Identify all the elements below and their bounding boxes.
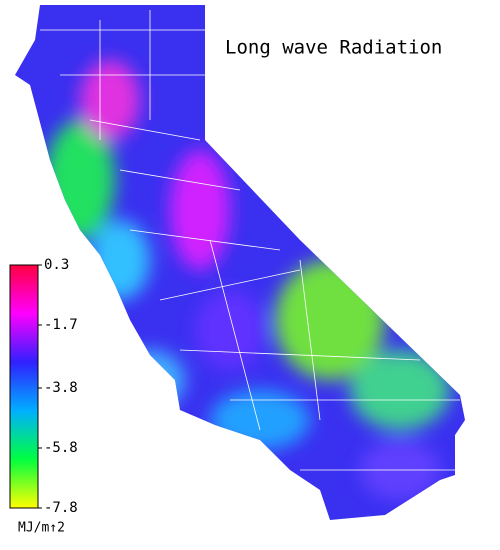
colorbar-unit: MJ/m↑2 bbox=[18, 521, 65, 536]
colorbar-tick-label: -7.8 bbox=[44, 500, 78, 516]
colorbar-tick-label: -1.7 bbox=[44, 317, 78, 333]
colorbar: 0.3 -1.7 -3.8 -5.8 -7.8 MJ/m↑2 bbox=[9, 257, 78, 536]
colorbar-tick-label: -3.8 bbox=[44, 380, 78, 396]
colorbar-tick-label: -5.8 bbox=[44, 440, 78, 456]
map-title: Long wave Radiation bbox=[225, 37, 442, 59]
colorbar-fill bbox=[9, 264, 39, 509]
colorbar-tick-label: 0.3 bbox=[44, 257, 69, 273]
